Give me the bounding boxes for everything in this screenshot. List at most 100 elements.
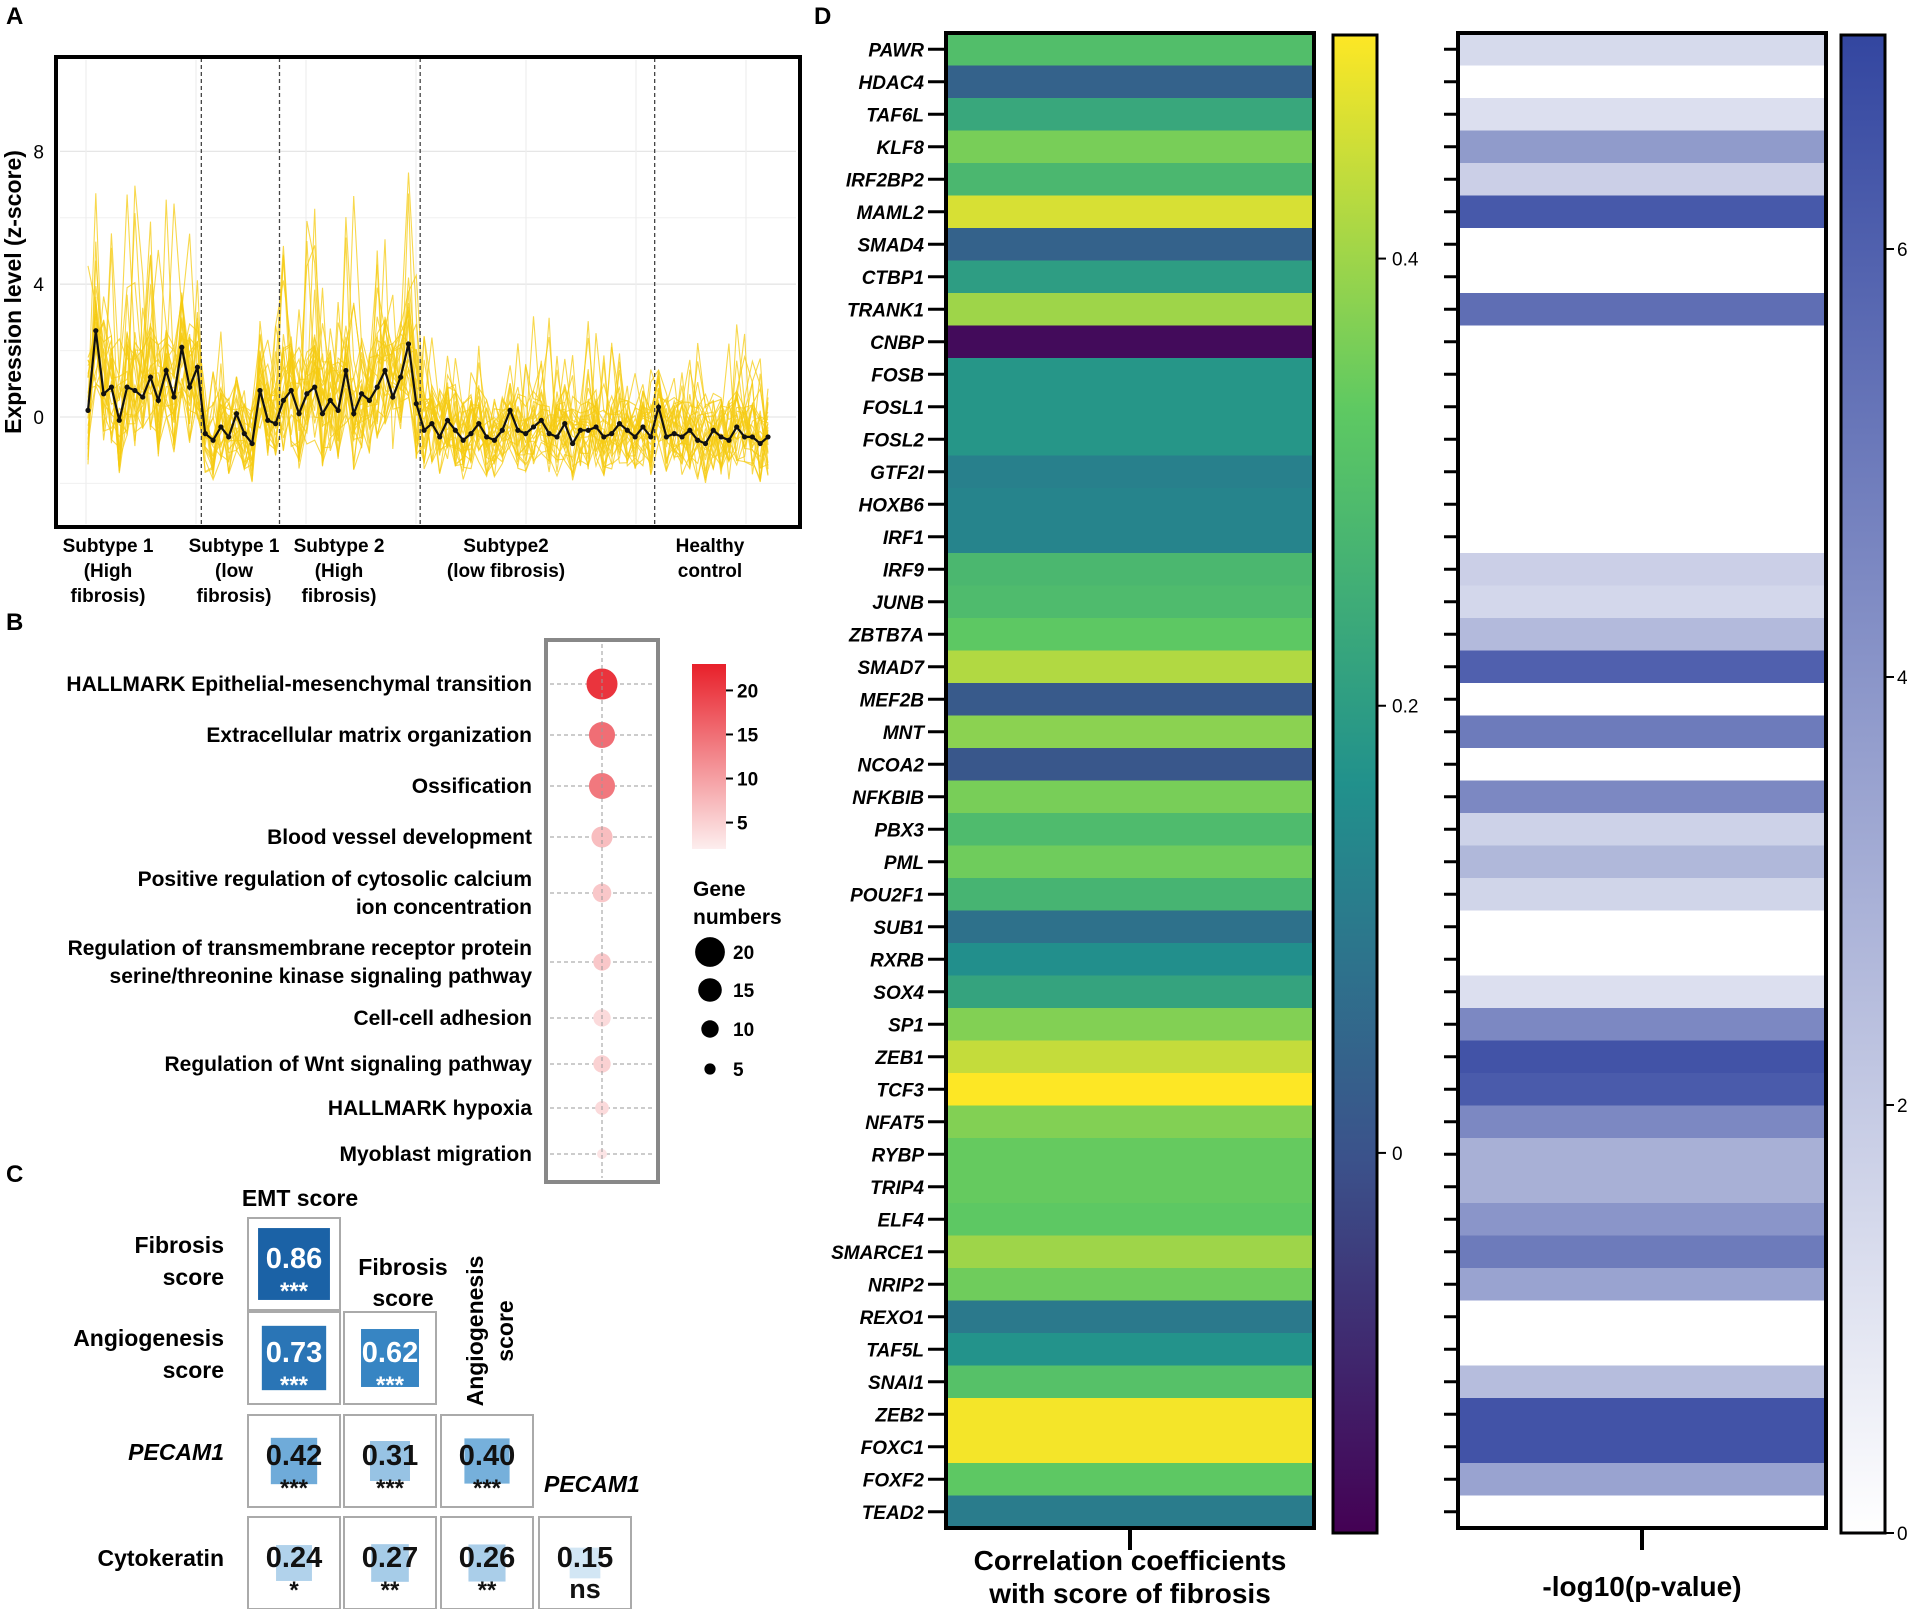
panel-c-cell-fill [261, 1325, 327, 1391]
panel-a-mean-point [765, 434, 771, 440]
panel-b-term-labels: HALLMARK Epithelial-mesenchymal transiti… [66, 673, 532, 1166]
panel-d-correlation-cell [946, 1300, 1314, 1334]
panel-d-correlation-cell [946, 910, 1314, 944]
panel-a-y-tick-label: 0 [33, 408, 44, 429]
panel-d-gene-label: FOSL1 [863, 398, 924, 419]
panel-d-correlation-cell [946, 1365, 1314, 1399]
panel-a-mean-point [319, 411, 326, 417]
panel-d-pvalue-cell [1458, 813, 1826, 847]
panel-d-gene-label: NRIP2 [868, 1275, 924, 1296]
panel-d-gene-label: NCOA2 [857, 755, 924, 776]
panel-d-correlation-cell [946, 585, 1314, 619]
panel-a-mean-point [757, 440, 763, 447]
panel-a-mean-point [734, 424, 740, 430]
panel-a-mean-point [202, 431, 208, 437]
panel-d-gene-label: IRF2BP2 [846, 170, 925, 191]
panel-d-pvalue-cell [1458, 488, 1826, 522]
panel-d-gene-label: IRF9 [883, 560, 925, 581]
panel-a-mean-point [374, 384, 380, 390]
panel-d-pvalue-cell [1458, 195, 1826, 229]
panel-c-row-label: PECAM1 [128, 1439, 224, 1465]
panel-d-pvalue-cell [1458, 130, 1826, 164]
panel-d-gene-label: REXO1 [860, 1308, 924, 1329]
panel-d-correlation-cell [946, 1138, 1314, 1172]
panel-a-mean-point [288, 387, 294, 394]
panel-b-size-legend-dot [695, 937, 725, 967]
panel-d-correlation-cell [946, 163, 1314, 197]
panel-d-pvalue-cell [1458, 455, 1826, 489]
panel-d-pvalue-cell [1458, 1203, 1826, 1237]
panel-a-group-label: Healthy [676, 536, 745, 557]
panel-d-correlation-cell [946, 1495, 1314, 1529]
panel-c-cell-significance: *** [376, 1372, 405, 1399]
panel-d-correlation-cell [946, 33, 1314, 67]
panel-d-pvalue-heatmap [1458, 33, 1826, 1529]
panel-a-mean-point [632, 434, 638, 440]
panel-d-gene-label: ELF4 [878, 1210, 925, 1231]
panel-letter-c: C [6, 1161, 23, 1188]
panel-a-mean-point [257, 387, 263, 394]
panel-d-pvalue-cell [1458, 878, 1826, 912]
panel-d-pvalue-cell [1458, 1008, 1826, 1042]
panel-a-mean-point [601, 434, 607, 440]
panel-a-mean-point [382, 367, 388, 374]
panel-a-mean-point [577, 427, 584, 433]
panel-d-pvalue-cell [1458, 33, 1826, 67]
panel-d-gene-label: MEF2B [860, 690, 925, 711]
panel-a-mean-point [108, 384, 115, 390]
panel-d-pvalue-cell [1458, 1430, 1826, 1464]
panel-a-mean-point [296, 411, 302, 417]
panel-a-mean-point [679, 434, 685, 440]
panel-b-color-tick-label: 20 [737, 681, 758, 702]
panel-a-mean-point [523, 431, 529, 437]
panel-a-group-label: (High [315, 561, 364, 582]
panel-d-gene-label: GTF2I [870, 463, 925, 484]
panel-d-pvalue-cell [1458, 618, 1826, 652]
panel-a-group-label: Subtype 1 [63, 536, 154, 557]
panel-d-pvalue-cell [1458, 553, 1826, 587]
panel-c-col-header-angiogenesis: score [492, 1300, 518, 1361]
panel-d-pvalue-cell [1458, 1268, 1826, 1302]
panel-d-pvalue-cell [1458, 163, 1826, 197]
panel-c-col-header-fibrosis: score [372, 1285, 433, 1311]
panel-b-frame [544, 638, 660, 1184]
panel-a-group-label: (low [215, 561, 253, 582]
panel-b-term-label: Extracellular matrix organization [206, 724, 532, 747]
panel-b-term-label: ion concentration [356, 896, 532, 919]
panel-d-correlation-cell [946, 715, 1314, 749]
panel-b-term-label: HALLMARK Epithelial-mesenchymal transiti… [66, 673, 532, 696]
panel-d-correlation-cell [946, 1040, 1314, 1074]
panel-d-pvalue-cell [1458, 683, 1826, 717]
panel-a-mean-point [687, 427, 693, 433]
panel-a-mean-point [210, 437, 216, 443]
panel-a-mean-point [593, 424, 599, 430]
panel-d-correlation-cell [946, 65, 1314, 99]
panel-a-mean-point [554, 434, 560, 440]
panel-d-correlation-cell [946, 1333, 1314, 1367]
panel-a-mean-point [358, 391, 365, 397]
panel-b-term-label: serine/threonine kinase signaling pathwa… [110, 965, 533, 988]
panel-b-term-label: Cell-cell adhesion [353, 1007, 532, 1030]
panel-c-cell-value: 0.42 [266, 1440, 322, 1472]
panel-a-mean-line [85, 328, 771, 447]
panel-d-correlation-cell [946, 195, 1314, 229]
panel-letter-d: D [814, 3, 831, 30]
panel-a-mean-point [562, 421, 568, 427]
panel-d-gene-label: TRIP4 [870, 1178, 924, 1199]
panel-d-correlation-cell [946, 98, 1314, 132]
panel-d-correlation-cell [946, 228, 1314, 262]
panel-d-correlation-cell [946, 325, 1314, 359]
panel-c-col-header-pecam1: PECAM1 [544, 1471, 640, 1497]
panel-c-cell-fill [258, 1228, 330, 1300]
panel-d-gene-label: FOSL2 [863, 430, 925, 451]
panel-d-correlation-cell [946, 1235, 1314, 1269]
panel-c-col-header-fibrosis: Fibrosis [358, 1254, 447, 1280]
panel-a-group-labels: Subtype 1 (High fibrosis) Subtype 1 (low fibr… [63, 536, 745, 607]
panel-d-correlation-cell [946, 130, 1314, 164]
panel-a-mean-point [640, 424, 646, 430]
panel-d-gene-label: SNAI1 [868, 1373, 924, 1394]
panel-a-mean-point [648, 434, 654, 440]
panel-a-group-label: (High [84, 561, 133, 582]
panel-a-mean-point [85, 407, 91, 413]
